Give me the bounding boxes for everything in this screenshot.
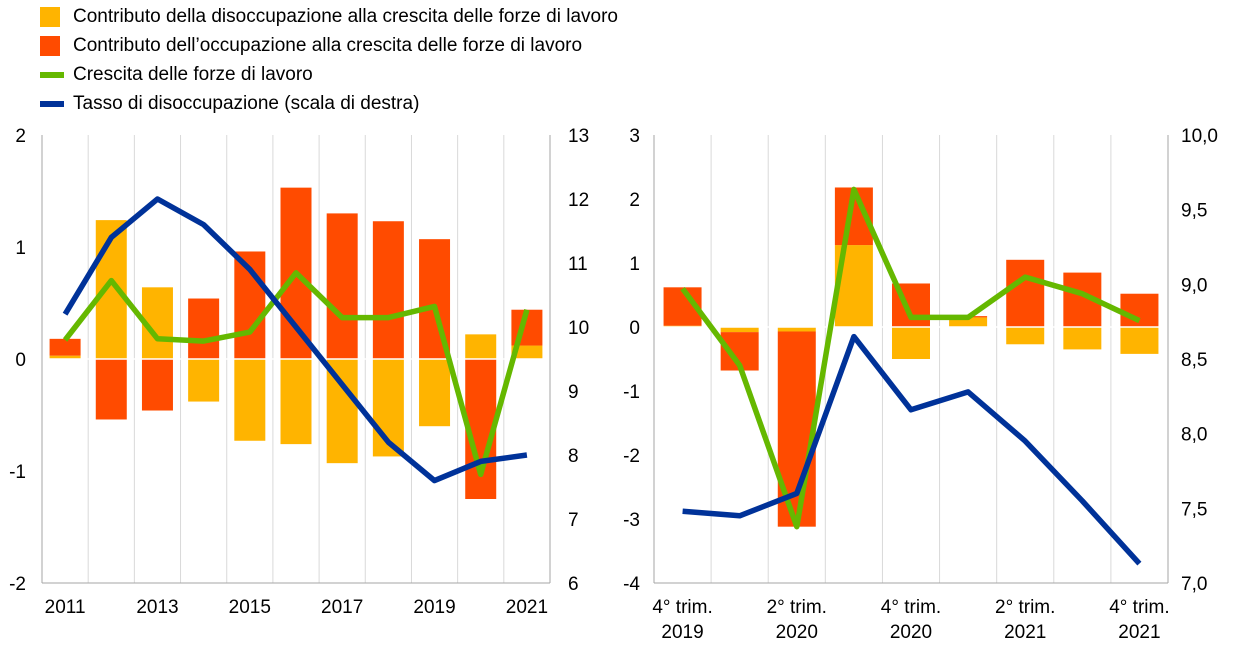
bar <box>49 338 81 356</box>
y-tick-label: -1 <box>9 462 26 483</box>
legend-label: Contributo della disoccupazione alla cre… <box>73 5 618 27</box>
x-tick-label: 2015 <box>229 597 271 618</box>
legend-item-unemployment-contribution: Contributo della disoccupazione alla cre… <box>40 2 618 31</box>
y2-tick-label: 7,0 <box>1181 574 1207 595</box>
bar <box>188 298 220 359</box>
x-tick-label: 2019 <box>661 622 703 643</box>
bar <box>465 334 497 359</box>
legend: Contributo della disoccupazione alla cre… <box>40 2 618 118</box>
legend-item-employment-contribution: Contributo dell’occupazione alla crescit… <box>40 31 618 60</box>
x-tick-label: 4° trim. <box>881 597 941 618</box>
y-tick-label: 0 <box>629 318 640 339</box>
y2-tick-label: 7 <box>568 510 579 531</box>
legend-label: Contributo dell’occupazione alla crescit… <box>73 34 583 56</box>
y2-tick-label: 7,5 <box>1181 499 1207 520</box>
y-tick-label: -1 <box>623 382 640 403</box>
x-tick-label: 2021 <box>1004 622 1046 643</box>
y-tick-label: 0 <box>15 350 26 371</box>
x-tick-label: 2° trim. <box>767 597 827 618</box>
bar <box>234 359 266 441</box>
bar <box>949 317 988 327</box>
series-line <box>680 186 1141 530</box>
bar <box>777 327 816 332</box>
bar <box>1120 327 1159 354</box>
x-tick-label: 4° trim. <box>1109 597 1169 618</box>
x-tick-label: 2021 <box>1118 622 1160 643</box>
bar <box>372 221 404 359</box>
y2-tick-label: 8 <box>568 446 579 467</box>
bar <box>49 355 81 359</box>
bar <box>326 359 358 464</box>
legend-swatch <box>40 100 64 107</box>
bar <box>419 359 451 427</box>
bar <box>511 345 543 359</box>
y-tick-label: 2 <box>15 126 26 147</box>
x-tick-label: 4° trim. <box>652 597 712 618</box>
bar <box>141 359 173 411</box>
series-line <box>682 333 1142 566</box>
y2-tick-label: 9,5 <box>1181 201 1207 222</box>
bar <box>95 359 127 420</box>
bar <box>326 213 358 359</box>
x-tick-label: 2017 <box>321 597 363 618</box>
y-tick-label: 1 <box>15 238 26 259</box>
y2-tick-label: 10 <box>568 318 589 339</box>
x-tick-label: 2013 <box>136 597 178 618</box>
x-tick-label: 2020 <box>890 622 932 643</box>
x-tick-label: 2019 <box>413 597 455 618</box>
y2-tick-label: 13 <box>568 126 589 147</box>
bar <box>1006 259 1045 327</box>
y-tick-label: 2 <box>629 190 640 211</box>
series-line <box>62 196 528 484</box>
bar <box>1120 293 1159 327</box>
bar <box>188 359 220 402</box>
series-line <box>62 270 530 478</box>
x-tick-label: 2021 <box>506 597 548 618</box>
y2-tick-label: 9,0 <box>1181 275 1207 296</box>
legend-label: Tasso di disoccupazione (scala di destra… <box>73 92 420 114</box>
y-tick-label: 3 <box>629 126 640 147</box>
bar <box>892 327 930 359</box>
bar <box>1063 327 1102 350</box>
chart-panel-2: -4 -3 -2 -1 0 1 2 3 7,0 7,5 8,0 8,5 9,0 9,5 10,0 4° tri… <box>623 126 1218 643</box>
y-tick-label: -4 <box>623 574 640 595</box>
y-tick-label: 1 <box>629 254 640 275</box>
bar <box>1006 327 1045 345</box>
legend-label: Crescita delle forze di lavoro <box>73 63 313 85</box>
y-tick-label: -3 <box>623 510 640 531</box>
bar <box>720 327 759 333</box>
legend-item-labour-force-growth: Crescita delle forze di lavoro <box>40 60 618 89</box>
y2-tick-label: 8,0 <box>1181 425 1207 446</box>
y2-tick-label: 12 <box>568 190 589 211</box>
bar <box>280 359 312 445</box>
y2-tick-label: 11 <box>568 254 588 275</box>
legend-swatch <box>40 35 60 56</box>
legend-swatch <box>40 71 64 78</box>
y-tick-label: -2 <box>9 574 26 595</box>
y2-tick-label: 9 <box>568 382 579 403</box>
x-tick-label: 2011 <box>45 597 86 618</box>
y-tick-label: -2 <box>623 446 640 467</box>
x-tick-label: 2020 <box>776 622 818 643</box>
legend-item-unemployment-rate: Tasso di disoccupazione (scala di destra… <box>40 89 618 118</box>
y2-tick-label: 6 <box>568 574 579 595</box>
legend-swatch <box>40 6 60 27</box>
y2-tick-label: 10,0 <box>1181 126 1218 147</box>
y2-tick-label: 8,5 <box>1181 350 1207 371</box>
x-tick-label: 2° trim. <box>995 597 1055 618</box>
